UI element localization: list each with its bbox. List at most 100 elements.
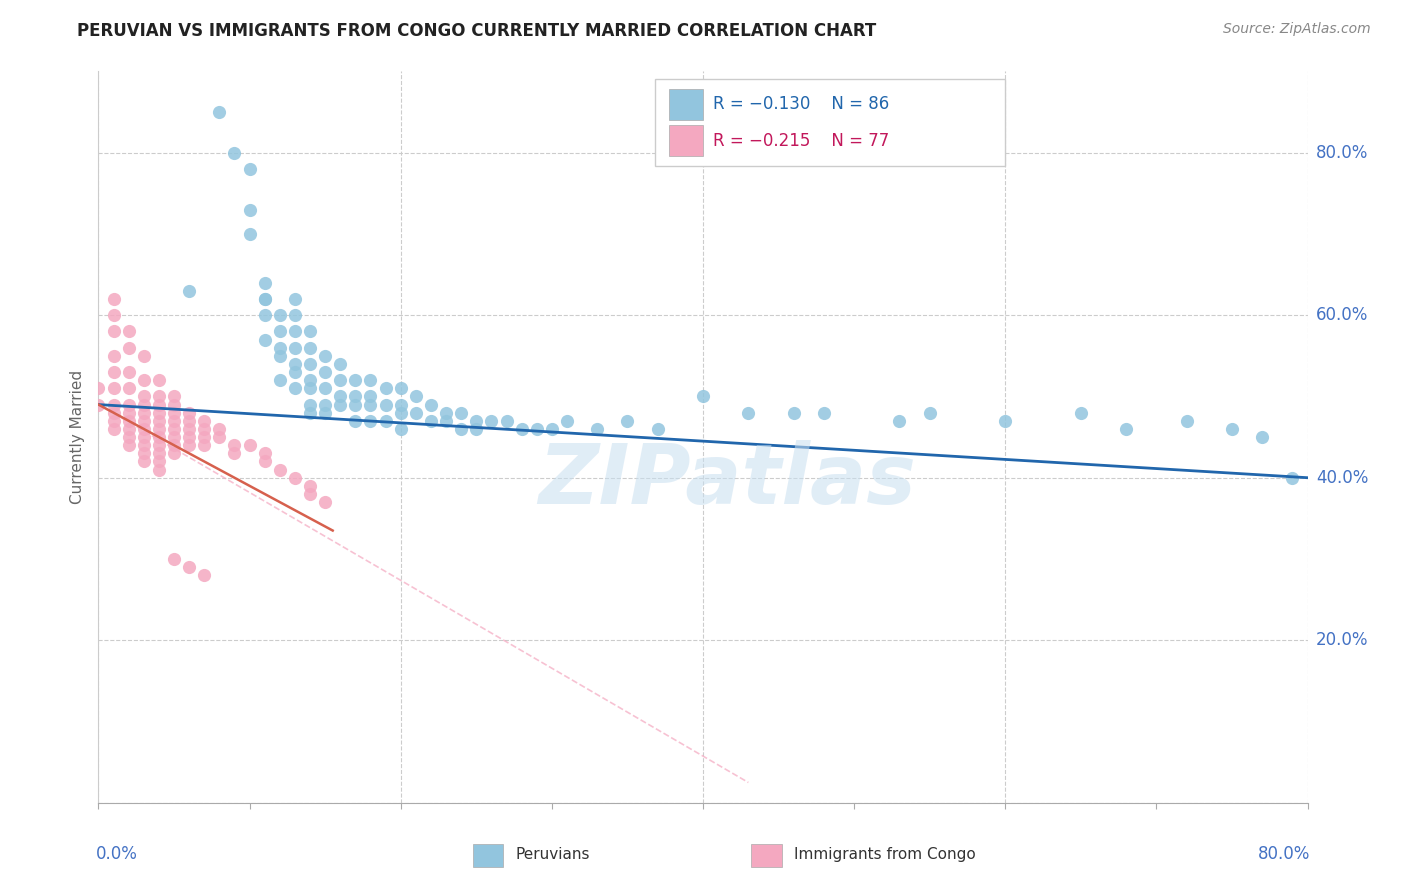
Point: [224, 446, 246, 460]
Point: [284, 325, 307, 339]
Point: [420, 398, 443, 412]
Point: [103, 292, 125, 306]
Text: 80.0%: 80.0%: [1257, 845, 1310, 863]
Point: [284, 471, 307, 485]
Point: [179, 430, 201, 444]
Text: 0.0%: 0.0%: [96, 845, 138, 863]
Point: [329, 357, 352, 371]
Point: [148, 389, 170, 403]
Point: [481, 414, 503, 428]
Point: [163, 430, 186, 444]
Point: [344, 414, 367, 428]
Point: [103, 422, 125, 436]
Point: [284, 341, 307, 355]
Point: [1281, 471, 1303, 485]
Point: [103, 406, 125, 420]
Point: [510, 422, 533, 436]
Point: [299, 373, 322, 387]
Point: [118, 438, 141, 452]
Point: [179, 560, 201, 574]
Point: [132, 430, 155, 444]
Point: [118, 422, 141, 436]
Point: [148, 406, 170, 420]
Point: [118, 406, 141, 420]
Point: [299, 325, 322, 339]
Point: [465, 422, 488, 436]
Point: [1115, 422, 1137, 436]
Point: [405, 389, 427, 403]
Point: [813, 406, 835, 420]
Point: [193, 438, 215, 452]
Point: [148, 373, 170, 387]
Point: [329, 398, 352, 412]
Point: [163, 406, 186, 420]
Point: [299, 341, 322, 355]
Point: [299, 479, 322, 493]
Point: [148, 438, 170, 452]
Point: [118, 325, 141, 339]
Point: [163, 414, 186, 428]
Point: [284, 308, 307, 322]
Point: [253, 308, 276, 322]
Point: [314, 381, 336, 395]
Point: [132, 398, 155, 412]
Text: ZIPatlas: ZIPatlas: [538, 441, 917, 522]
Point: [1251, 430, 1274, 444]
Point: [269, 325, 291, 339]
Point: [737, 406, 759, 420]
Point: [269, 373, 291, 387]
Point: [344, 398, 367, 412]
Point: [299, 406, 322, 420]
Point: [269, 462, 291, 476]
Point: [103, 349, 125, 363]
Point: [434, 414, 457, 428]
Point: [253, 454, 276, 468]
Point: [132, 446, 155, 460]
Point: [148, 422, 170, 436]
Point: [118, 341, 141, 355]
Point: [450, 422, 472, 436]
Point: [389, 422, 412, 436]
Point: [284, 292, 307, 306]
Point: [103, 414, 125, 428]
Point: [344, 373, 367, 387]
Point: [299, 381, 322, 395]
Point: [1220, 422, 1243, 436]
Point: [118, 398, 141, 412]
Point: [103, 325, 125, 339]
Point: [103, 398, 125, 412]
Point: [314, 365, 336, 379]
Point: [87, 398, 110, 412]
Point: [148, 446, 170, 460]
Point: [208, 422, 231, 436]
Point: [103, 365, 125, 379]
Point: [284, 381, 307, 395]
Point: [360, 389, 382, 403]
Point: [132, 454, 155, 468]
Point: [224, 438, 246, 452]
Point: [1070, 406, 1092, 420]
Point: [118, 365, 141, 379]
Point: [148, 454, 170, 468]
Point: [239, 438, 262, 452]
Point: [132, 406, 155, 420]
Point: [224, 145, 246, 160]
Point: [163, 552, 186, 566]
Point: [103, 381, 125, 395]
Point: [360, 373, 382, 387]
Point: [253, 276, 276, 290]
Point: [103, 308, 125, 322]
Point: [420, 414, 443, 428]
Point: [118, 414, 141, 428]
Point: [299, 487, 322, 501]
Text: R = −0.130    N = 86: R = −0.130 N = 86: [713, 95, 889, 113]
Point: [148, 430, 170, 444]
Point: [269, 308, 291, 322]
Point: [253, 292, 276, 306]
Point: [329, 373, 352, 387]
Point: [269, 341, 291, 355]
Point: [253, 333, 276, 347]
Text: Source: ZipAtlas.com: Source: ZipAtlas.com: [1223, 22, 1371, 37]
Point: [586, 422, 609, 436]
Point: [208, 105, 231, 120]
